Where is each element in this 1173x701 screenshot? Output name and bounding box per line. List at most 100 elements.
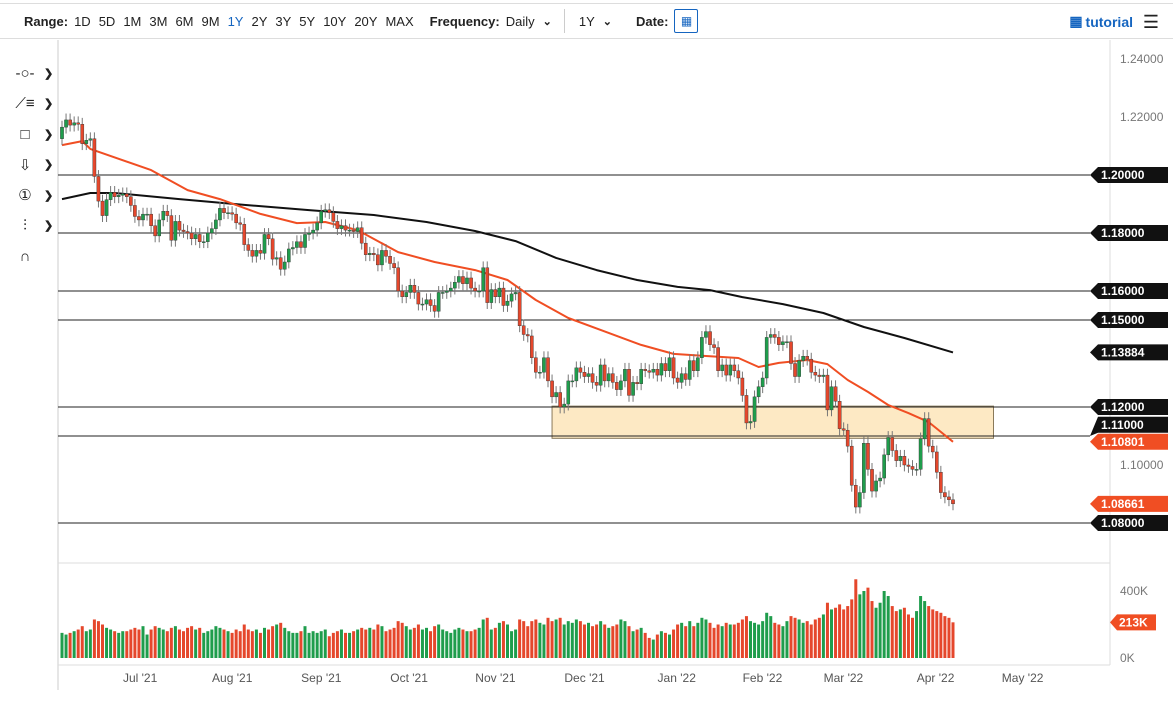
candle	[193, 234, 198, 239]
price-line-tag-text: 1.18000	[1101, 226, 1145, 240]
volume-bar	[846, 606, 850, 658]
candle	[335, 221, 340, 229]
candle	[619, 380, 623, 390]
volume-bar	[611, 626, 615, 658]
volume-bar	[109, 629, 113, 658]
range-3y[interactable]: 3Y	[275, 13, 292, 29]
candle	[453, 282, 457, 289]
tool-line-tool[interactable]: -○- ❯	[14, 58, 54, 89]
candle	[457, 276, 461, 283]
candle	[866, 443, 870, 470]
candle	[833, 386, 838, 402]
x-tick-label: Aug '21	[212, 671, 253, 685]
volume-bar	[623, 621, 627, 658]
range-buttons: 1D 5D 1M 3M 6M 9M 1Y 2Y 3Y 5Y 10Y 20Y MAX	[74, 14, 422, 29]
volume-bar	[429, 631, 433, 658]
volume-bar	[226, 631, 230, 658]
tool-numbered-marker[interactable]: ① ❯	[14, 180, 54, 211]
candle	[230, 212, 234, 215]
tool-measure-tool[interactable]: ⫶ ❯	[14, 211, 54, 242]
volume-bar	[368, 627, 372, 658]
volume-bar	[643, 632, 647, 658]
volume-bar	[834, 607, 838, 658]
tool-arrow-down[interactable]: ⇩ ❯	[14, 150, 54, 181]
candle	[404, 292, 409, 298]
tool-magnet[interactable]: ∩	[14, 241, 54, 272]
candle	[116, 195, 121, 197]
volume-bar	[599, 621, 603, 658]
frequency-select[interactable]: Daily ⌄	[506, 14, 552, 29]
candle	[323, 209, 328, 212]
candle	[189, 232, 194, 240]
range-1d[interactable]: 1D	[74, 13, 91, 29]
chevron-right-icon: ❯	[44, 98, 54, 111]
price-tag-text: 1.13884	[1101, 345, 1145, 359]
price-line-tag-text: 1.16000	[1101, 284, 1145, 298]
film-icon: ▦	[1069, 13, 1083, 29]
candle	[501, 287, 506, 306]
price-line-tag-text: 1.12000	[1101, 400, 1145, 414]
range-10y[interactable]: 10Y	[323, 13, 347, 29]
volume-bar	[744, 616, 748, 658]
volume-bar	[797, 619, 801, 658]
candle	[169, 215, 174, 241]
range-max[interactable]: MAX	[385, 13, 414, 29]
candle	[894, 450, 899, 461]
candle	[870, 469, 874, 492]
menu-icon[interactable]: ☰	[1142, 12, 1159, 32]
volume-bar	[250, 631, 254, 658]
x-tick-label: Jul '21	[123, 671, 158, 685]
range-3m[interactable]: 3M	[149, 13, 168, 29]
calendar-icon: ▦	[680, 14, 693, 28]
candle	[752, 396, 757, 422]
candle	[756, 386, 761, 398]
volume-bar	[420, 629, 424, 658]
price-tag	[1090, 433, 1168, 450]
period-select[interactable]: 1Y ⌄	[579, 14, 612, 29]
tutorial-link[interactable]: ▦ tutorial	[1069, 13, 1133, 30]
x-tick-label: Nov '21	[475, 671, 516, 685]
candle	[258, 250, 263, 254]
range-1y[interactable]: 1Y	[227, 13, 244, 29]
candle	[60, 126, 64, 139]
tool-trendline-list[interactable]: ⟋≡ ❯	[14, 89, 54, 120]
candle	[400, 290, 405, 297]
range-5d[interactable]: 5D	[98, 13, 116, 29]
support-zone	[551, 405, 994, 439]
candle	[574, 367, 579, 382]
range-5y[interactable]: 5Y	[299, 13, 316, 29]
volume-bar	[692, 626, 696, 658]
chevron-right-icon: ❯	[44, 220, 54, 233]
range-1m[interactable]: 1M	[123, 13, 142, 29]
range-6m[interactable]: 6M	[175, 13, 194, 29]
moving-average-slow	[61, 192, 954, 354]
candle	[278, 257, 283, 270]
candle	[611, 373, 615, 383]
candle	[68, 119, 72, 126]
volume-bar	[951, 622, 955, 658]
candle	[683, 373, 688, 380]
range-9m[interactable]: 9M	[201, 13, 220, 29]
candle	[157, 219, 162, 237]
x-tick-label: Mar '22	[824, 671, 864, 685]
volume-bar	[465, 631, 469, 658]
calendar-button[interactable]: ▦	[674, 9, 699, 33]
range-20y[interactable]: 20Y	[354, 13, 378, 29]
volume-bar	[906, 614, 910, 658]
candle	[837, 401, 842, 429]
candle	[671, 357, 676, 379]
candle	[161, 211, 166, 221]
candle	[165, 211, 170, 216]
volume-bar	[830, 609, 833, 658]
volume-bar	[591, 626, 595, 658]
tool-rectangle-tool[interactable]: □ ❯	[14, 119, 54, 150]
candle	[444, 290, 449, 293]
candle	[918, 438, 923, 470]
volume-bar	[631, 631, 635, 658]
candle	[562, 403, 566, 408]
range-2y[interactable]: 2Y	[251, 13, 268, 29]
candle	[886, 437, 890, 456]
candle	[902, 456, 907, 466]
candle	[173, 221, 178, 241]
